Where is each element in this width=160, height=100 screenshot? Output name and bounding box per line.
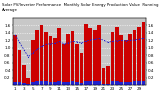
Bar (119, 35, 123, 85)
Bar (133, 30, 136, 85)
Bar (18, 50, 21, 85)
Bar (35, 81, 39, 85)
Bar (102, 68, 105, 85)
Bar (53, 38, 57, 85)
Bar (57, 81, 61, 85)
Bar (84, 81, 88, 85)
Bar (119, 82, 123, 85)
Bar (66, 34, 70, 85)
Bar (71, 31, 74, 85)
Bar (26, 78, 30, 85)
Bar (115, 81, 119, 85)
Bar (128, 34, 132, 85)
Bar (71, 81, 74, 85)
Bar (137, 27, 141, 85)
Bar (31, 40, 35, 85)
Bar (62, 44, 66, 85)
Bar (111, 81, 114, 85)
Bar (133, 81, 136, 85)
Bar (44, 32, 48, 85)
Bar (97, 81, 101, 85)
Bar (62, 82, 66, 85)
Bar (111, 32, 114, 85)
Bar (106, 84, 110, 85)
Bar (124, 40, 128, 85)
Bar (48, 36, 52, 85)
Bar (44, 81, 48, 85)
Bar (35, 30, 39, 85)
Bar (22, 83, 26, 85)
Bar (57, 28, 61, 85)
Bar (115, 27, 119, 85)
Bar (66, 82, 70, 85)
Bar (137, 81, 141, 85)
Bar (84, 24, 88, 85)
Bar (106, 66, 110, 85)
Bar (13, 35, 17, 85)
Bar (97, 25, 101, 85)
Bar (22, 64, 26, 85)
Bar (31, 82, 35, 85)
Bar (75, 44, 79, 85)
Bar (53, 82, 57, 85)
Bar (48, 82, 52, 85)
Bar (93, 30, 97, 85)
Bar (18, 82, 21, 85)
Bar (40, 25, 44, 85)
Bar (80, 83, 83, 85)
Bar (13, 82, 17, 85)
Bar (26, 84, 30, 85)
Bar (75, 82, 79, 85)
Bar (80, 53, 83, 85)
Bar (88, 28, 92, 85)
Bar (124, 82, 128, 85)
Bar (141, 81, 145, 85)
Bar (102, 84, 105, 85)
Bar (40, 81, 44, 85)
Text: Solar PV/Inverter Performance  Monthly Solar Energy Production Value  Running Av: Solar PV/Inverter Performance Monthly So… (2, 3, 158, 12)
Bar (128, 82, 132, 85)
Bar (141, 22, 145, 85)
Bar (93, 81, 97, 85)
Bar (88, 81, 92, 85)
